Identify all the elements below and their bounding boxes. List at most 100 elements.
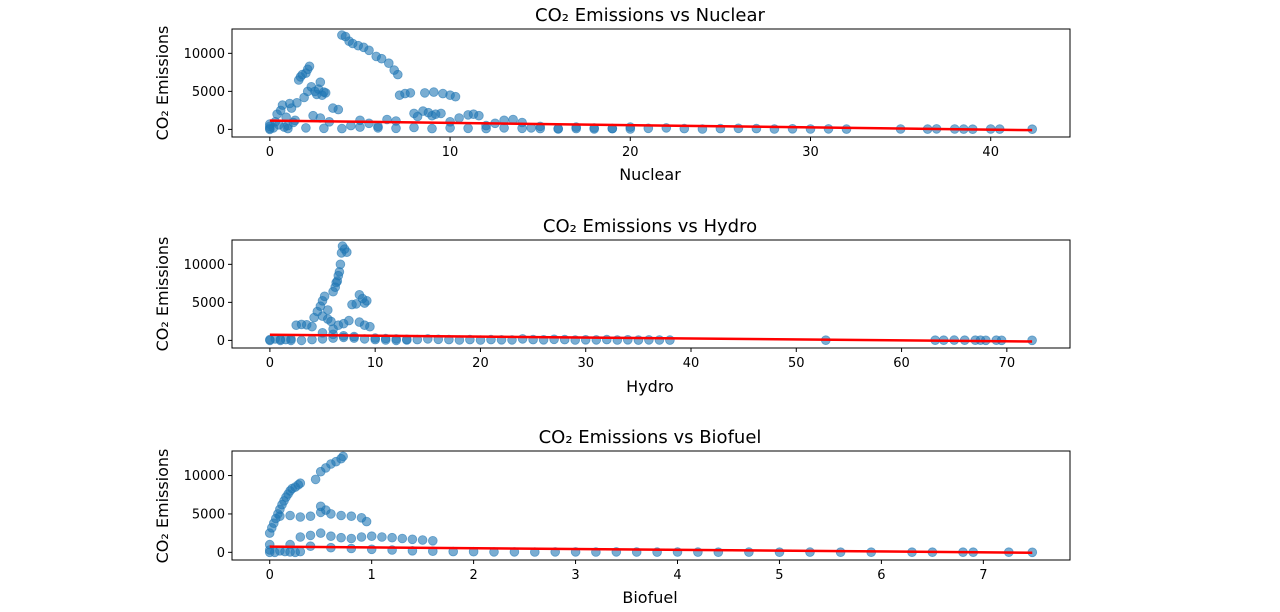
data-point bbox=[310, 474, 321, 485]
data-point bbox=[376, 53, 387, 64]
data-point bbox=[373, 123, 383, 133]
y-tick-label: 5000 bbox=[192, 507, 225, 522]
data-point bbox=[315, 77, 326, 87]
data-point bbox=[338, 451, 348, 462]
data-point bbox=[346, 533, 357, 544]
data-point bbox=[463, 123, 473, 134]
data-point bbox=[383, 58, 394, 68]
data-point bbox=[474, 110, 484, 121]
x-axis-label: Hydro bbox=[626, 377, 674, 396]
axes-frame bbox=[231, 28, 1071, 138]
data-point bbox=[331, 277, 342, 288]
y-tick-label: 10000 bbox=[184, 258, 225, 273]
data-point bbox=[409, 122, 419, 133]
data-point bbox=[392, 69, 403, 80]
data-point bbox=[361, 516, 372, 527]
data-point bbox=[295, 532, 306, 542]
x-tick-label: 6 bbox=[877, 568, 885, 583]
x-tick-label: 0 bbox=[266, 145, 274, 160]
data-point bbox=[445, 123, 455, 133]
data-point bbox=[436, 108, 446, 119]
x-tick-label: 20 bbox=[472, 356, 489, 371]
trend-line bbox=[269, 119, 1033, 132]
data-point bbox=[315, 528, 326, 538]
data-point bbox=[387, 532, 397, 543]
y-axis-label: CO₂ Emissions bbox=[153, 26, 172, 141]
data-point bbox=[744, 547, 754, 557]
plot-area: 0 1 2 3 4 5 6 7 0 5000 10000 bbox=[184, 450, 1071, 583]
y-tick-label: 5000 bbox=[192, 296, 225, 311]
data-point bbox=[361, 295, 372, 306]
x-tick-label: 2 bbox=[469, 568, 477, 583]
x-tick-label: 3 bbox=[571, 568, 579, 583]
x-tick-label: 10 bbox=[367, 356, 384, 371]
data-point bbox=[346, 511, 357, 522]
y-tick-label: 10000 bbox=[184, 47, 225, 62]
x-tick-label: 40 bbox=[683, 356, 700, 371]
data-point bbox=[285, 510, 295, 521]
data-point bbox=[356, 532, 367, 542]
data-point bbox=[377, 532, 387, 542]
data-point bbox=[275, 511, 285, 522]
data-point bbox=[322, 314, 333, 324]
data-point bbox=[304, 61, 315, 72]
x-tick-label: 30 bbox=[577, 356, 594, 371]
trend-line bbox=[269, 545, 1033, 554]
x-tick-label: 0 bbox=[266, 356, 274, 371]
y-tick-label: 10000 bbox=[184, 469, 225, 484]
data-point bbox=[326, 509, 336, 519]
data-point bbox=[335, 259, 346, 270]
x-tick-label: 0 bbox=[266, 568, 274, 583]
data-point bbox=[391, 335, 402, 346]
data-point bbox=[405, 88, 416, 98]
data-point bbox=[787, 124, 798, 134]
data-point bbox=[333, 104, 344, 115]
x-tick-label: 5 bbox=[775, 568, 783, 583]
nuclear-subplot: CO₂ Emissions vs Nuclear Nuclear CO₂ Emi… bbox=[153, 5, 1071, 184]
data-point bbox=[305, 511, 316, 522]
x-tick-label: 30 bbox=[802, 145, 819, 160]
data-point bbox=[391, 123, 401, 134]
data-point bbox=[366, 531, 377, 541]
plot-area: 0 10 20 30 40 0 5000 10000 bbox=[184, 28, 1071, 160]
data-point bbox=[295, 478, 306, 489]
y-axis-label: CO₂ Emissions bbox=[153, 237, 172, 352]
data-point bbox=[296, 335, 307, 346]
data-point bbox=[337, 123, 347, 134]
data-point bbox=[305, 530, 316, 541]
data-point bbox=[407, 534, 418, 545]
y-tick-label: 0 bbox=[217, 546, 225, 561]
data-point bbox=[450, 91, 461, 102]
data-point bbox=[481, 123, 491, 134]
x-tick-label: 10 bbox=[442, 145, 459, 160]
data-point bbox=[427, 535, 438, 546]
data-point bbox=[320, 88, 331, 98]
x-axis-label: Nuclear bbox=[619, 165, 681, 184]
y-tick-label: 0 bbox=[217, 334, 225, 349]
x-tick-label: 60 bbox=[893, 356, 910, 371]
data-point bbox=[774, 547, 785, 557]
hydro-subplot: CO₂ Emissions vs Hydro Hydro CO₂ Emissio… bbox=[153, 216, 1071, 396]
plot-area: 0 10 20 30 40 50 60 70 0 5000 10000 bbox=[184, 239, 1071, 371]
x-tick-label: 40 bbox=[982, 145, 999, 160]
x-tick-label: 7 bbox=[979, 568, 987, 583]
data-point bbox=[364, 45, 374, 56]
biofuel-subplot: CO₂ Emissions vs Biofuel Biofuel CO₂ Emi… bbox=[153, 427, 1071, 607]
data-point bbox=[417, 535, 428, 545]
data-point bbox=[365, 321, 375, 332]
data-point bbox=[295, 546, 306, 557]
data-point bbox=[346, 543, 357, 554]
data-point bbox=[283, 123, 293, 134]
data-point bbox=[428, 87, 439, 97]
data-point bbox=[286, 335, 296, 346]
data-point bbox=[326, 531, 336, 541]
y-axis-label: CO₂ Emissions bbox=[153, 449, 172, 564]
y-tick-label: 5000 bbox=[192, 85, 225, 100]
x-tick-label: 20 bbox=[622, 145, 639, 160]
x-axis-label: Biofuel bbox=[622, 588, 677, 607]
data-point bbox=[292, 98, 302, 108]
data-point bbox=[344, 315, 354, 326]
x-tick-label: 50 bbox=[788, 356, 805, 371]
